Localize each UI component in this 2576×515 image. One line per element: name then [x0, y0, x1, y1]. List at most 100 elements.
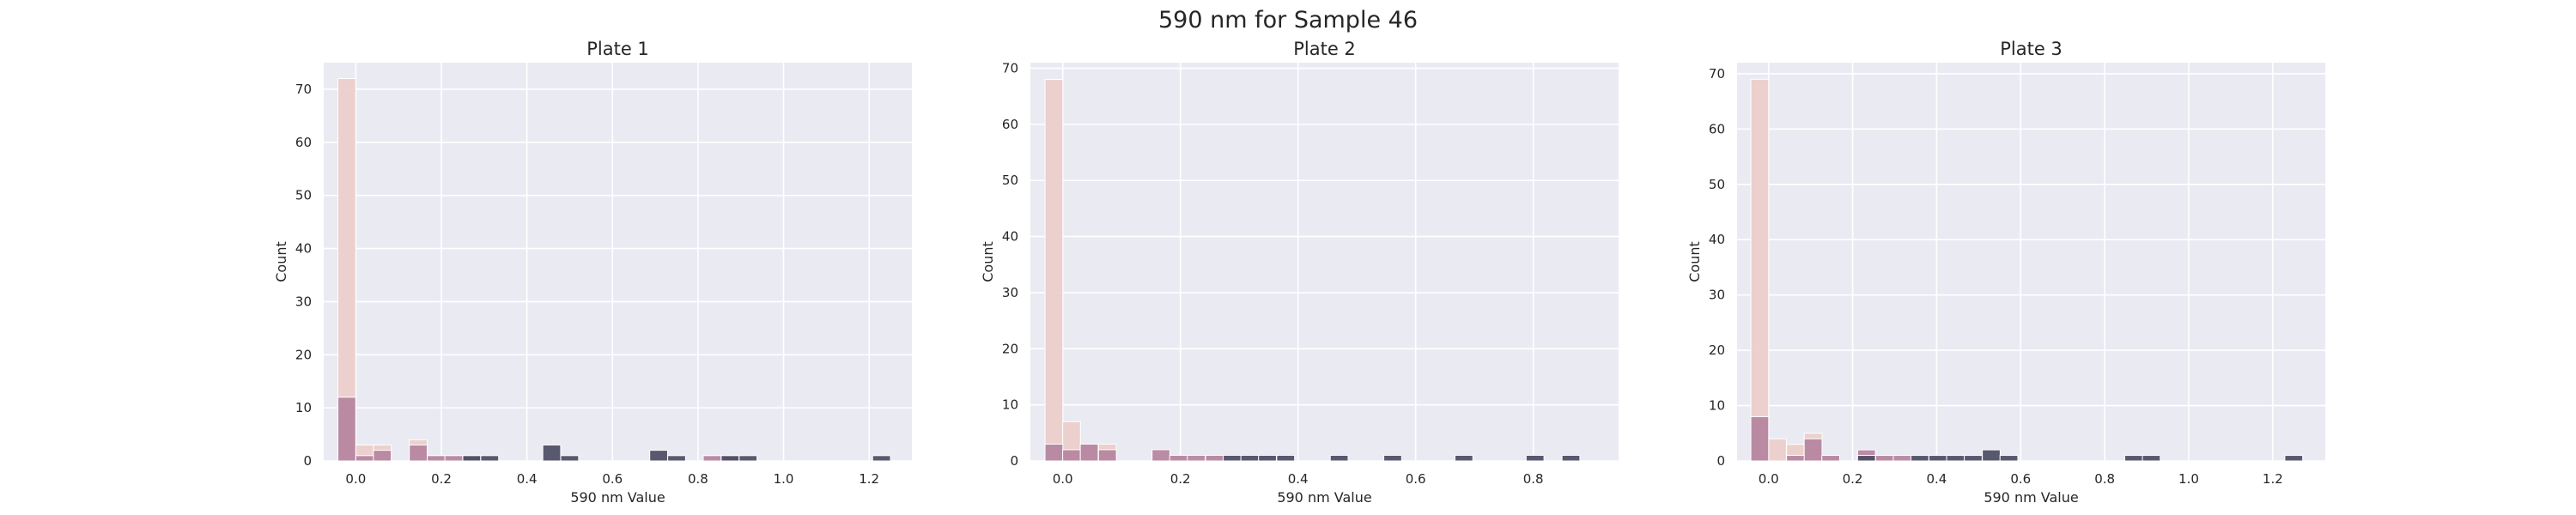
- x-tick-label: 1.2: [2263, 471, 2283, 487]
- bar-mid: [1044, 443, 1064, 462]
- x-tick-label: 0.2: [431, 471, 452, 487]
- bar-mid: [1750, 415, 1770, 462]
- bar-mid: [1803, 438, 1823, 462]
- x-tick-label: 0.6: [2010, 471, 2031, 487]
- bar-mid: [1874, 455, 1894, 462]
- bar-dark: [2284, 455, 2304, 462]
- bar-mid: [1893, 455, 1912, 462]
- bar-mid: [373, 450, 392, 462]
- y-tick-label: 40: [295, 241, 312, 257]
- y-tick-label: 40: [1709, 232, 1725, 247]
- bar-light: [1044, 79, 1064, 462]
- bar-mid: [1821, 455, 1840, 462]
- bar-mid: [1187, 454, 1206, 462]
- x-tick-label: 0.4: [517, 471, 538, 487]
- y-axis-label: Count: [273, 241, 289, 282]
- y-tick-label: 30: [1002, 285, 1018, 300]
- x-tick-label: 1.2: [859, 471, 879, 487]
- y-tick-label: 60: [1002, 117, 1018, 132]
- y-tick-label: 50: [295, 188, 312, 203]
- y-tick-label: 0: [303, 453, 312, 469]
- bar-dark: [667, 455, 686, 462]
- y-tick-label: 10: [1709, 398, 1725, 414]
- bar-mid: [1205, 454, 1224, 462]
- x-tick-label: 0.0: [345, 471, 366, 487]
- x-tick-label: 0.8: [1523, 471, 1544, 487]
- bar-dark: [2124, 455, 2143, 462]
- bar-mid: [355, 455, 374, 462]
- y-tick-label: 40: [1002, 229, 1018, 245]
- bar-dark: [738, 455, 758, 462]
- bar-dark: [1240, 454, 1260, 462]
- bar-mid: [444, 455, 464, 462]
- subplot-title: Plate 2: [1293, 39, 1356, 59]
- bar-mid: [1169, 454, 1188, 462]
- subplot-title: Plate 3: [2000, 39, 2063, 59]
- x-tick-label: 0.4: [1288, 471, 1309, 487]
- subplot-title: Plate 1: [586, 39, 649, 59]
- y-tick-label: 20: [1709, 342, 1725, 358]
- x-axis-label: 590 nm Value: [1984, 489, 2078, 506]
- y-tick-label: 30: [295, 294, 312, 309]
- plot-area: [324, 63, 912, 461]
- y-axis-label: Count: [980, 241, 996, 282]
- subplot-plate-2: 0.0 0.2 0.4 0.6 0.8 0 10 20 30 40 50 60 70 Plate 2 590…: [980, 39, 1619, 506]
- bar-dark: [649, 450, 668, 462]
- figure-title: 590 nm for Sample 46: [1158, 7, 1418, 33]
- subplot-plate-3: 0.0 0.2 0.4 0.6 0.8 1.0 1.2 0 10 20 30 40 50 60 70 Plat…: [1686, 39, 2325, 506]
- x-tick-label: 0.6: [602, 471, 623, 487]
- bar-dark: [720, 455, 740, 462]
- bar-light: [1768, 438, 1787, 462]
- bar-dark: [1223, 454, 1242, 462]
- plot-area: [1737, 63, 2325, 461]
- bar-dark: [1946, 455, 1965, 462]
- bar-dark: [1964, 455, 1983, 462]
- bar-dark: [1999, 455, 2019, 462]
- bar-dark: [480, 455, 500, 462]
- y-tick-label: 30: [1709, 288, 1725, 303]
- x-tick-label: 0.4: [1926, 471, 1947, 487]
- bar-mid: [1079, 443, 1099, 462]
- bar-mid: [702, 455, 722, 462]
- y-tick-label: 0: [1010, 453, 1018, 469]
- y-tick-label: 10: [295, 400, 312, 415]
- x-tick-label: 0.2: [1843, 471, 1863, 487]
- y-tick-label: 70: [1709, 66, 1725, 82]
- bar-mid: [427, 455, 446, 462]
- bar-mid: [1786, 455, 1805, 462]
- bar-dark: [1525, 454, 1545, 462]
- bar-dark: [1982, 449, 2001, 462]
- x-tick-label: 0.8: [2094, 471, 2115, 487]
- x-tick-label: 1.0: [774, 471, 794, 487]
- bar-mid: [1151, 449, 1170, 462]
- bar-dark: [1276, 454, 1296, 462]
- bar-mid: [1062, 449, 1081, 462]
- y-tick-label: 50: [1709, 177, 1725, 192]
- bar-dark: [872, 455, 891, 462]
- y-tick-label: 20: [295, 347, 312, 362]
- y-tick-label: 70: [1002, 61, 1018, 76]
- x-axis-label: 590 nm Value: [1277, 489, 1371, 506]
- x-tick-label: 0.6: [1406, 471, 1426, 487]
- plot-area: [1030, 63, 1619, 461]
- y-tick-label: 0: [1716, 453, 1725, 469]
- y-tick-label: 10: [1002, 397, 1018, 413]
- bar-dark: [1561, 454, 1581, 462]
- y-tick-label: 50: [1002, 173, 1018, 188]
- bar-mid: [1097, 449, 1117, 462]
- bar-dark: [1856, 455, 1876, 462]
- bar-dark: [1454, 454, 1473, 462]
- bar-light: [1750, 78, 1770, 462]
- bar-mid: [337, 397, 356, 462]
- bar-dark: [560, 455, 580, 462]
- y-tick-label: 20: [1002, 341, 1018, 356]
- x-tick-label: 0.2: [1170, 471, 1191, 487]
- y-tick-label: 60: [295, 135, 312, 150]
- bar-dark: [1929, 455, 1947, 462]
- bar-mid: [409, 444, 428, 462]
- y-tick-label: 70: [295, 82, 312, 97]
- x-tick-label: 0.0: [1759, 471, 1779, 487]
- x-tick-label: 0.8: [688, 471, 708, 487]
- x-tick-label: 0.0: [1053, 471, 1073, 487]
